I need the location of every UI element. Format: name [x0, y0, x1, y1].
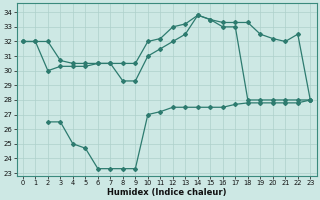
- X-axis label: Humidex (Indice chaleur): Humidex (Indice chaleur): [107, 188, 226, 197]
